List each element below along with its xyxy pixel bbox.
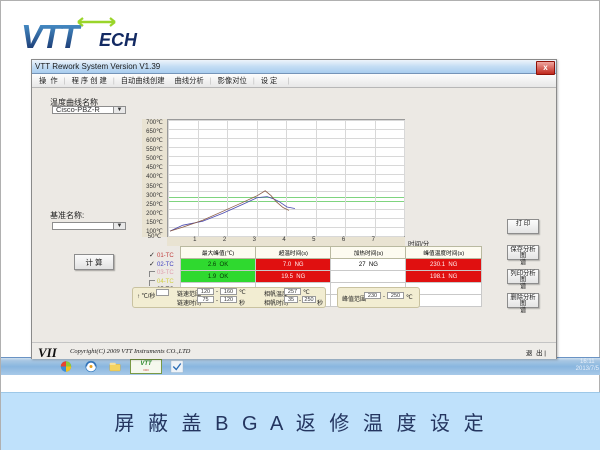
svg-text:ECH: ECH <box>99 30 138 50</box>
svg-text:VTT: VTT <box>23 18 82 55</box>
